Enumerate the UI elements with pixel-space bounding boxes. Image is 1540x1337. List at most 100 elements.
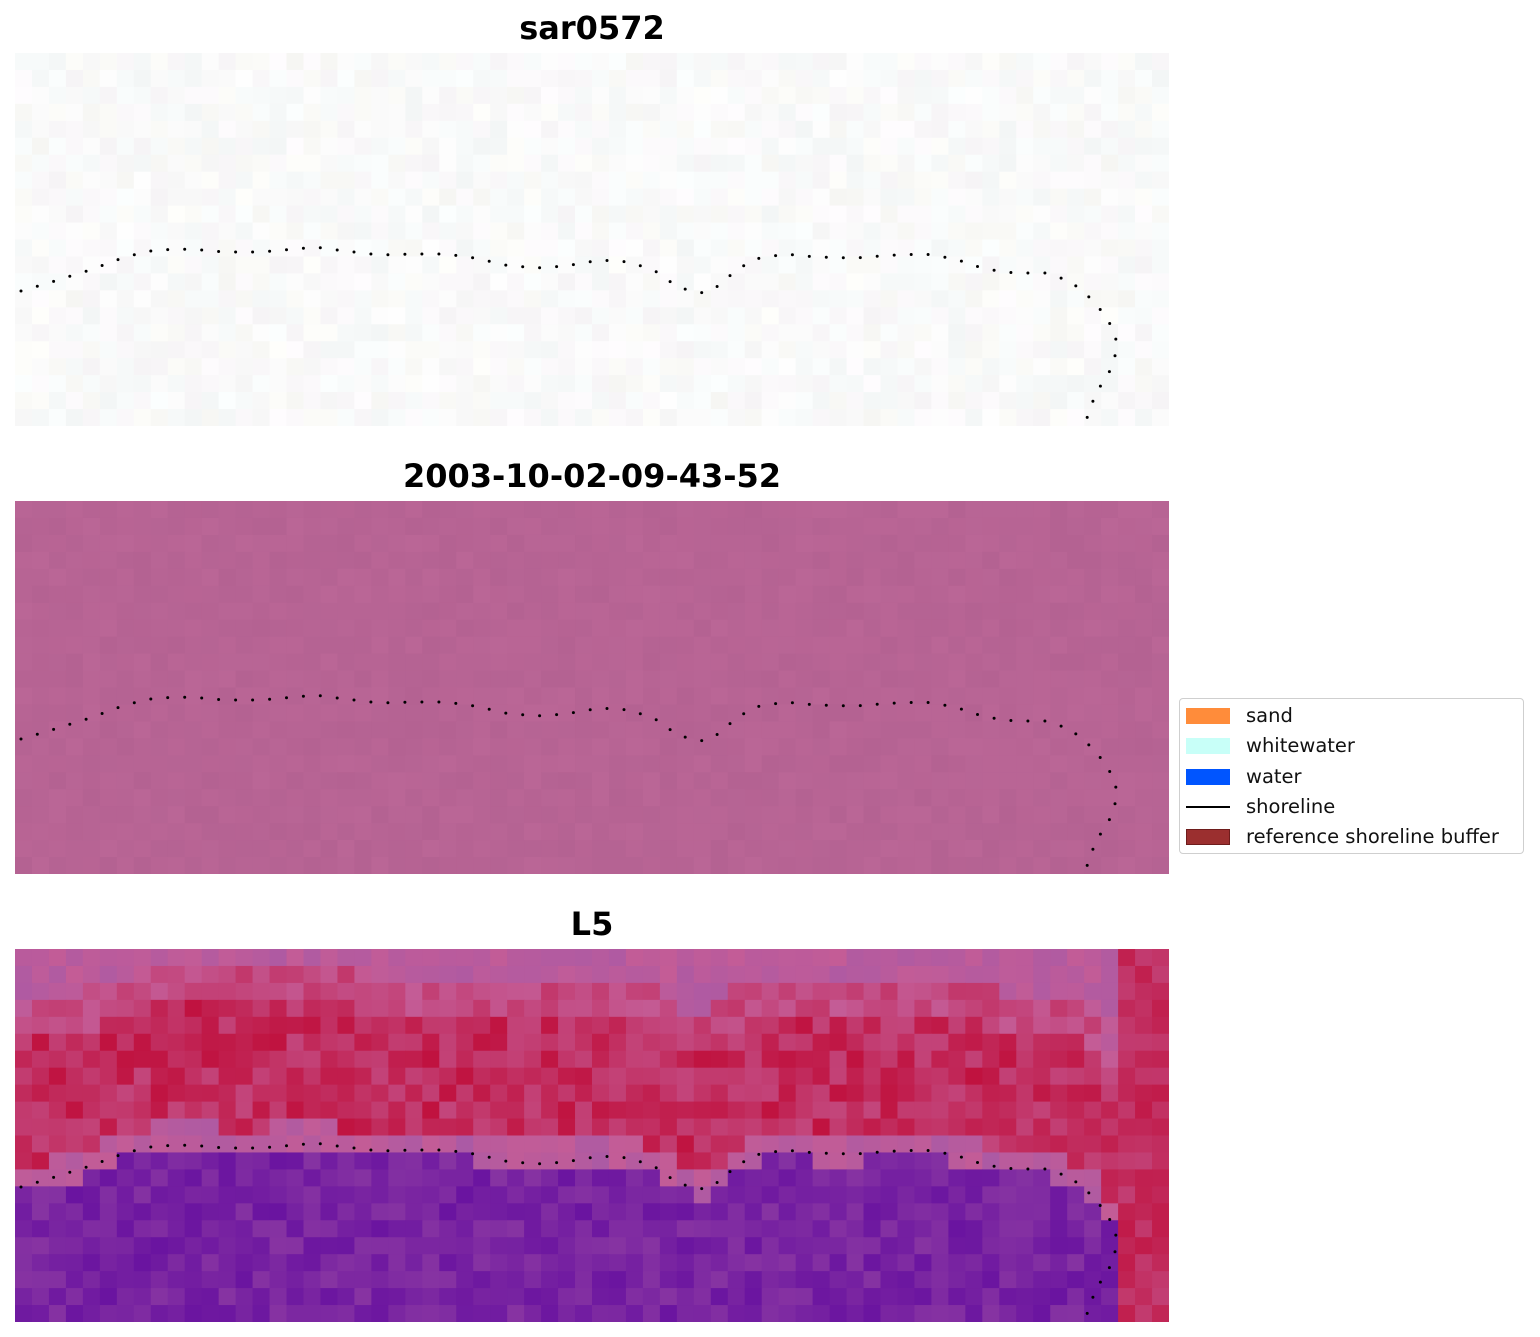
raster-pixel	[778, 772, 797, 790]
raster-pixel	[608, 517, 627, 536]
raster-pixel	[252, 965, 271, 984]
raster-pixel	[914, 1169, 933, 1187]
raster-pixel	[914, 670, 933, 689]
raster-pixel	[507, 965, 525, 984]
raster-pixel	[439, 755, 457, 773]
raster-pixel	[727, 137, 746, 156]
raster-pixel	[1152, 1152, 1169, 1170]
raster-pixel	[1067, 823, 1085, 841]
raster-pixel	[575, 1305, 593, 1322]
raster-pixel	[558, 1101, 576, 1120]
raster-pixel	[456, 551, 474, 570]
raster-pixel	[422, 1186, 440, 1204]
raster-pixel	[31, 1237, 50, 1255]
raster-pixel	[659, 1084, 678, 1103]
raster-pixel	[1033, 239, 1051, 258]
raster-pixel	[405, 1203, 423, 1221]
raster-pixel	[422, 823, 440, 841]
raster-pixel	[897, 687, 916, 706]
raster-pixel	[65, 341, 84, 359]
raster-pixel	[31, 188, 50, 207]
raster-pixel	[337, 69, 356, 88]
raster-pixel	[1067, 1203, 1085, 1221]
raster-pixel	[812, 1169, 831, 1187]
raster-pixel	[744, 307, 763, 325]
raster-pixel	[167, 1067, 186, 1086]
raster-pixel	[184, 188, 203, 207]
raster-pixel	[167, 1016, 186, 1035]
raster-pixel	[48, 1084, 67, 1103]
raster-pixel	[778, 290, 797, 308]
raster-pixel	[931, 755, 949, 773]
raster-pixel	[914, 551, 933, 570]
raster-pixel	[778, 1169, 797, 1187]
raster-pixel	[235, 205, 254, 224]
raster-pixel	[48, 534, 67, 553]
raster-pixel	[371, 137, 389, 156]
raster-pixel	[473, 619, 491, 638]
raster-pixel	[558, 205, 576, 224]
raster-pixel	[982, 965, 1000, 984]
raster-pixel	[1016, 103, 1034, 122]
raster-pixel	[150, 721, 169, 739]
raster-pixel	[710, 823, 729, 841]
raster-pixel	[184, 1169, 203, 1187]
raster-pixel	[337, 1288, 356, 1306]
raster-pixel	[15, 1254, 33, 1272]
raster-pixel	[218, 1050, 237, 1069]
raster-pixel	[269, 290, 288, 308]
raster-pixel	[1067, 1169, 1085, 1187]
raster-pixel	[337, 585, 356, 604]
raster-pixel	[439, 1186, 457, 1204]
raster-pixel	[863, 982, 882, 1001]
raster-pixel	[473, 86, 491, 105]
raster-pixel	[897, 1271, 916, 1289]
raster-pixel	[320, 239, 339, 258]
raster-pixel	[48, 619, 67, 638]
raster-pixel	[405, 69, 423, 88]
raster-pixel	[31, 965, 50, 984]
raster-pixel	[456, 307, 474, 325]
raster-pixel	[490, 53, 508, 71]
shoreline-dot	[100, 712, 104, 715]
raster-pixel	[693, 1169, 712, 1187]
raster-pixel	[744, 806, 763, 824]
raster-pixel	[269, 1203, 288, 1221]
raster-pixel	[795, 171, 814, 190]
raster-pixel	[1033, 69, 1051, 88]
raster-pixel	[201, 1288, 220, 1306]
raster-pixel	[286, 222, 305, 241]
raster-pixel	[1118, 307, 1136, 325]
raster-pixel	[184, 273, 203, 291]
raster-pixel	[150, 982, 169, 1001]
raster-pixel	[1067, 1033, 1085, 1052]
raster-pixel	[999, 704, 1017, 722]
raster-pixel	[558, 1016, 576, 1035]
raster-pixel	[320, 653, 339, 672]
raster-pixel	[761, 86, 780, 105]
shoreline-dot	[926, 253, 930, 256]
raster-pixel	[982, 290, 1000, 308]
raster-pixel	[575, 602, 593, 621]
raster-pixel	[1152, 1305, 1169, 1322]
raster-pixel	[727, 188, 746, 207]
raster-pixel	[558, 704, 576, 722]
raster-pixel	[303, 670, 322, 689]
shoreline-dot	[728, 722, 732, 726]
raster-pixel	[439, 256, 457, 274]
raster-pixel	[1118, 1220, 1136, 1238]
raster-pixel	[1033, 1084, 1051, 1103]
raster-pixel	[320, 949, 339, 967]
raster-pixel	[439, 1169, 457, 1187]
raster-pixel	[218, 392, 237, 410]
raster-pixel	[846, 636, 865, 655]
raster-pixel	[659, 585, 678, 604]
raster-pixel	[184, 1135, 203, 1154]
raster-pixel	[659, 409, 678, 426]
raster-pixel	[897, 1152, 916, 1170]
raster-pixel	[1016, 636, 1034, 655]
raster-pixel	[676, 392, 695, 410]
raster-pixel	[201, 103, 220, 122]
raster-pixel	[676, 636, 695, 655]
raster-pixel	[575, 653, 593, 672]
